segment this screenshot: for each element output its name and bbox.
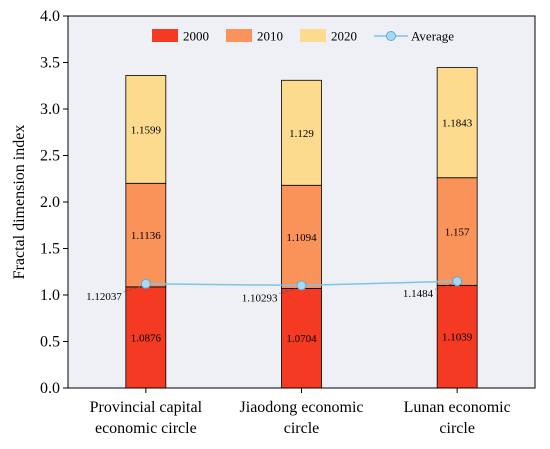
- data-label-2020-1: 1.129: [289, 128, 314, 140]
- y-axis: 0.0 0.5 1.0 1.5 2.0 2.5 3.0 3.5 4.0: [40, 8, 68, 397]
- legend-swatch-2010: [226, 29, 252, 42]
- legend: 2000 2010 2020 Average: [152, 29, 454, 44]
- average-leader-2: [435, 282, 456, 290]
- average-point-0: [140, 278, 151, 289]
- y-tick-label-1: 0.5: [40, 334, 60, 351]
- average-leader-1: [279, 287, 300, 294]
- y-tick-label-7: 3.5: [40, 55, 60, 72]
- legend-label-average: Average: [411, 29, 454, 44]
- data-label-2000-1: 1.0704: [286, 333, 317, 345]
- x-tick-label-1-1: circle: [284, 420, 320, 437]
- y-tick-label-3: 1.5: [40, 241, 60, 258]
- average-point-2: [452, 276, 463, 287]
- plot-frame: [67, 15, 536, 389]
- legend-label-2010: 2010: [257, 29, 283, 44]
- data-label-2020-0: 1.1599: [131, 124, 162, 136]
- x-tick-label-1-0: Jiaodong economic: [240, 399, 364, 416]
- bar-2010-2: [436, 177, 478, 286]
- bar-2000-0: [125, 286, 167, 389]
- data-label-2000-0: 1.0876: [131, 332, 162, 344]
- y-tick-label-2: 1.0: [40, 287, 60, 304]
- segment-labels: 1.0876 1.1136 1.1599 1.0704 1.1094 1.129 1.103…: [131, 118, 473, 346]
- x-tick-label-0-1: economic circle: [95, 420, 197, 437]
- data-label-2010-2: 1.157: [445, 227, 470, 239]
- legend-swatch-2000: [152, 29, 178, 42]
- bar-2020-1: [281, 79, 322, 186]
- average-label-1: 1.10293: [242, 292, 278, 304]
- x-axis: Provincial capital economic circle Jiaodon…: [90, 388, 511, 437]
- bar-2000-2: [436, 284, 478, 389]
- average-label-0: 1.12037: [86, 291, 122, 303]
- x-tick-label-2-0: Lunan economic: [404, 399, 511, 416]
- y-tick-label-4: 2.0: [40, 194, 60, 211]
- y-axis-title: Fractal dimension index: [11, 125, 28, 280]
- bars: [125, 67, 478, 389]
- data-label-2000-2: 1.1039: [442, 332, 473, 344]
- x-tick-label-2-1: circle: [439, 420, 475, 437]
- legend-label-2000: 2000: [183, 29, 209, 44]
- y-tick-label-0: 0.0: [40, 380, 60, 397]
- average-label-2: 1.1484: [403, 288, 434, 300]
- bar-2020-2: [436, 67, 478, 179]
- average-series: 1.12037 1.10293 1.1484: [86, 276, 463, 304]
- y-tick-label-8: 4.0: [40, 8, 60, 25]
- legend-marker-average: [386, 31, 396, 41]
- data-label-2010-1: 1.1094: [286, 232, 317, 244]
- legend-label-2020: 2020: [331, 29, 357, 44]
- x-tick-label-0-0: Provincial capital: [90, 399, 203, 416]
- bar-2020-0: [125, 75, 167, 184]
- y-tick-label-6: 3.0: [40, 101, 60, 118]
- average-point-1: [296, 280, 307, 291]
- legend-swatch-2020: [300, 29, 326, 42]
- data-label-2020-2: 1.1843: [442, 118, 473, 130]
- data-label-2010-0: 1.1136: [131, 230, 161, 242]
- average-leader-0: [123, 285, 144, 293]
- y-tick-label-5: 2.5: [40, 148, 60, 165]
